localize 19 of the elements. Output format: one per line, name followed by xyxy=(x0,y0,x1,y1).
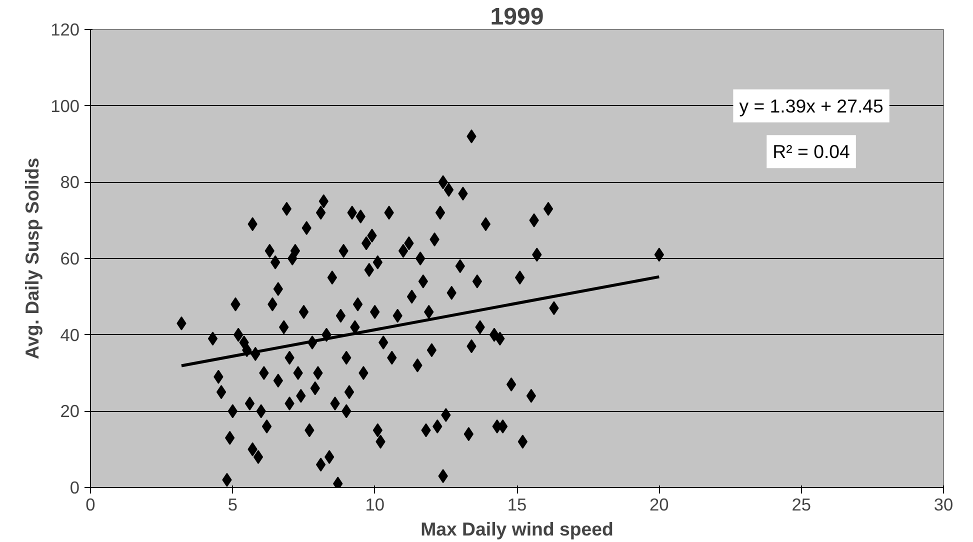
y-tick-label: 40 xyxy=(60,324,80,345)
x-tick-label: 10 xyxy=(365,494,384,514)
chart-title: 1999 xyxy=(490,4,544,30)
y-tick-label: 80 xyxy=(60,172,80,192)
x-tick-label: 15 xyxy=(507,494,527,514)
annotation: R² = 0.04 xyxy=(772,141,850,162)
annotation: y = 1.39x + 27.45 xyxy=(739,95,884,116)
y-tick-label: 100 xyxy=(50,96,80,116)
x-tick-label: 5 xyxy=(228,494,238,514)
x-tick-label: 25 xyxy=(792,494,811,514)
y-axis-title: Avg. Daily Susp Solids xyxy=(22,158,43,360)
x-tick-label: 20 xyxy=(650,494,669,514)
y-tick-label: 60 xyxy=(60,248,80,268)
y-tick-label: 20 xyxy=(60,401,80,422)
x-axis-title: Max Daily wind speed xyxy=(420,518,614,540)
x-tick-label: 0 xyxy=(86,494,96,514)
y-tick-label: 120 xyxy=(50,20,80,40)
x-tick-label: 30 xyxy=(934,494,954,514)
y-tick-label: 0 xyxy=(70,478,80,498)
